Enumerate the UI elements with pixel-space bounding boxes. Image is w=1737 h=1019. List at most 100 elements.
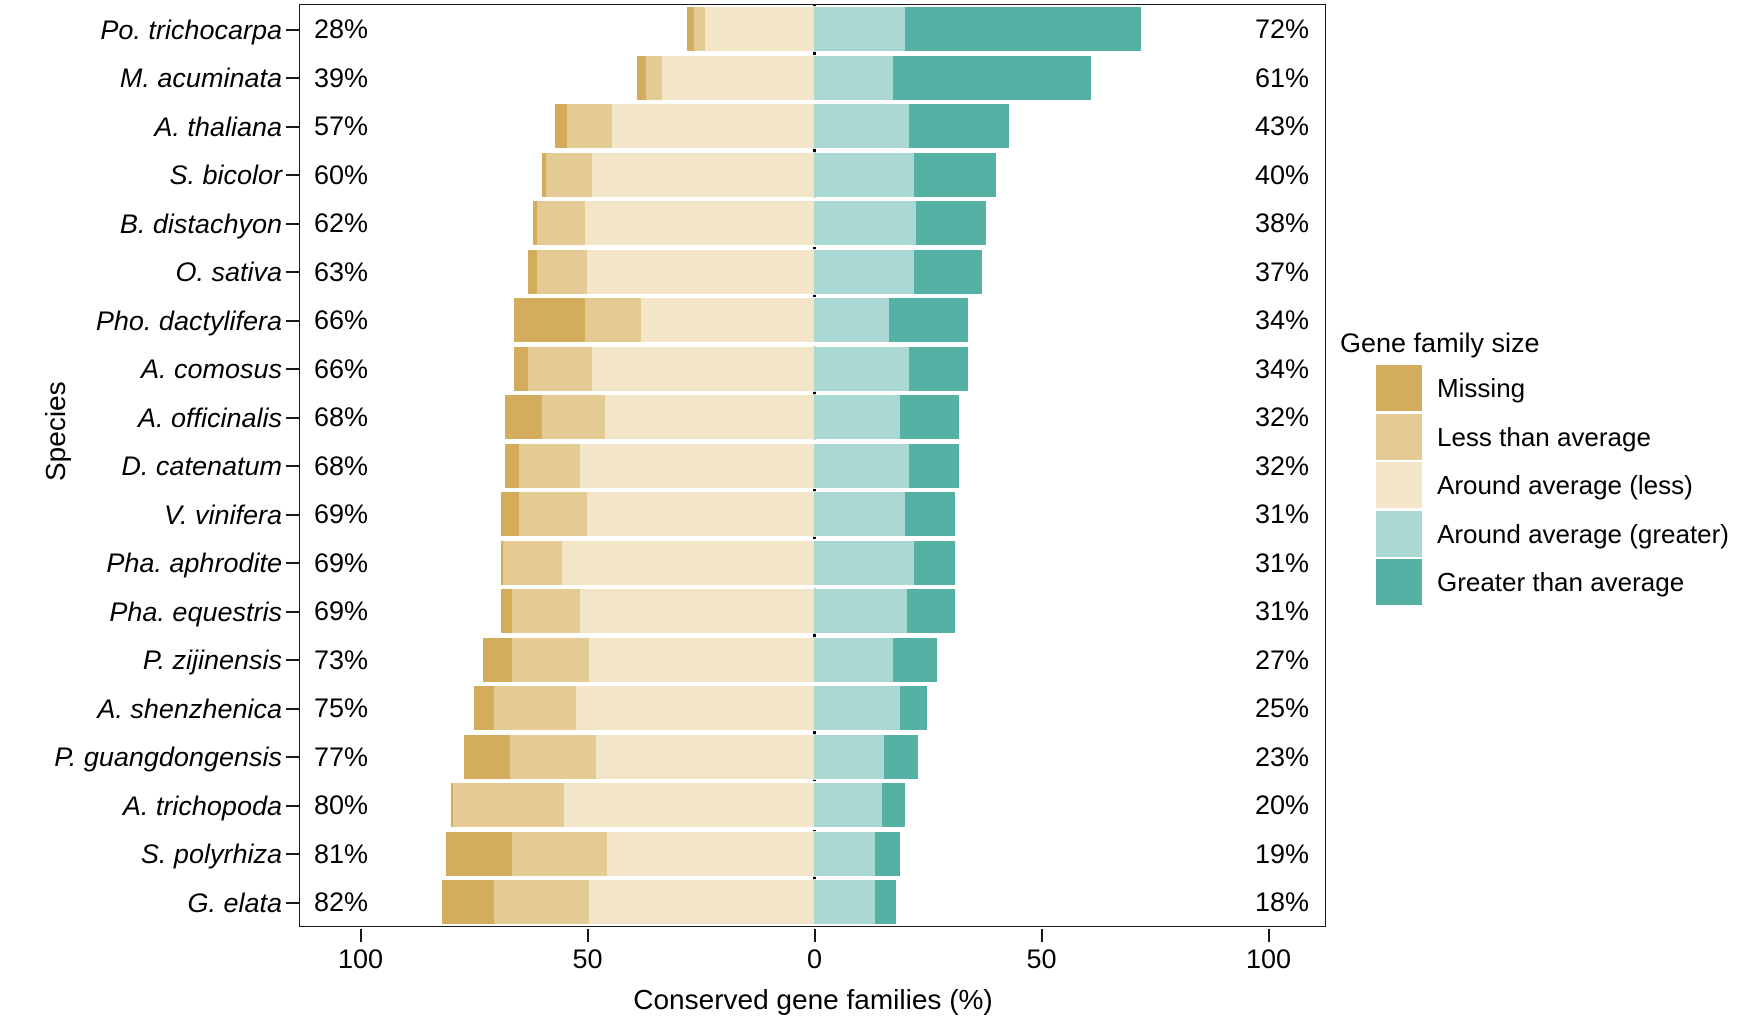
- right-percent-label: 43%: [1254, 111, 1309, 141]
- bar-segment-around-average-less: [564, 783, 814, 827]
- table-row: 69% 31%: [300, 539, 1325, 586]
- bar-segment-around-average-greater: [813, 201, 917, 245]
- left-percent-label: 57%: [314, 111, 369, 141]
- bar-segment-less-than-average: [503, 540, 563, 585]
- x-axis-title: Conserved gene families (%): [633, 984, 993, 1015]
- table-row: 60% 40%: [300, 151, 1325, 198]
- bar-segment-around-average-greater: [813, 637, 894, 682]
- legend-swatch-around-average-greater: [1376, 510, 1422, 557]
- species-label: Po. trichocarpa: [100, 14, 282, 45]
- stacked-bar: [440, 879, 897, 925]
- bar-segment-less-than-average: [566, 104, 612, 148]
- species-label: A. comosus: [140, 354, 282, 384]
- bar-segment-around-average-greater: [813, 540, 914, 585]
- left-percent-label: 81%: [314, 838, 369, 869]
- y-tick-mark: [286, 804, 299, 807]
- stacked-bar: [540, 151, 997, 198]
- bar-segment-missing: [500, 589, 513, 633]
- stacked-bar: [513, 297, 970, 343]
- bar-segment-greater-than-average: [913, 249, 982, 294]
- table-row: 77% 23%: [300, 733, 1325, 780]
- bar-segment-less-than-average: [518, 443, 581, 488]
- y-tick-mark: [286, 901, 299, 904]
- bar-segment-missing: [636, 55, 647, 100]
- bar-segment-around-average-less: [611, 104, 814, 148]
- bar-segment-less-than-average: [537, 249, 587, 294]
- stacked-bar: [513, 345, 970, 392]
- table-row: 73% 27%: [300, 636, 1325, 683]
- bar-segment-less-than-average: [512, 589, 581, 633]
- table-row: 80% 20%: [300, 782, 1325, 828]
- table-row: 81% 19%: [300, 830, 1325, 877]
- right-percent-label: 32%: [1254, 402, 1309, 432]
- species-label: S. polyrhiza: [140, 839, 282, 869]
- bar-segment-around-average-greater: [813, 104, 910, 148]
- bar-segment-less-than-average: [493, 880, 590, 924]
- species-label: D. catenatum: [121, 451, 282, 481]
- bar-segment-around-average-greater: [813, 55, 894, 100]
- bar-segment-greater-than-average: [893, 637, 937, 682]
- table-row: 57% 43%: [300, 103, 1325, 149]
- bar-segment-missing: [473, 686, 494, 730]
- y-tick-mark: [286, 610, 299, 613]
- y-tick-mark: [286, 853, 299, 855]
- bar-segment-around-average-greater: [813, 783, 883, 827]
- bar-segment-greater-than-average: [875, 831, 901, 876]
- left-percent-label: 82%: [314, 887, 369, 917]
- bar-segment-greater-than-average: [884, 734, 919, 779]
- bar-segment-around-average-greater: [813, 298, 889, 342]
- table-row: 66% 34%: [300, 345, 1325, 392]
- stacked-bar: [499, 588, 956, 634]
- stacked-bar: [685, 6, 1142, 52]
- legend-swatch-greater-than-average: [1376, 559, 1422, 605]
- bar-segment-missing: [505, 443, 519, 488]
- x-tick-label: 100: [337, 944, 384, 974]
- x-tick-label: 50: [1026, 944, 1057, 974]
- right-percent-label: 25%: [1254, 693, 1309, 723]
- species-label: A. shenzhenica: [97, 693, 282, 724]
- y-tick-mark: [286, 659, 299, 661]
- stacked-bar: [504, 394, 961, 440]
- bar-segment-around-average-less: [607, 831, 814, 876]
- x-tick-mark: [359, 929, 362, 942]
- x-tick-mark: [813, 929, 816, 942]
- bar-segment-less-than-average: [512, 637, 590, 682]
- bar-segment-around-average-greater: [813, 734, 885, 779]
- bar-segment-missing: [505, 395, 542, 439]
- bar-segment-less-than-average: [584, 298, 642, 342]
- left-percent-label: 60%: [314, 159, 369, 190]
- bar-segment-around-average-greater: [813, 686, 901, 730]
- left-percent-label: 75%: [314, 693, 369, 723]
- bar-segment-around-average-less: [705, 7, 814, 51]
- bar-segment-missing: [446, 831, 513, 876]
- stacked-bar: [472, 685, 929, 731]
- legend-swatch-missing: [1376, 365, 1422, 411]
- table-row: 68% 32%: [300, 442, 1325, 489]
- bar-segment-missing: [441, 880, 494, 924]
- legend-label-around-average-less: Around average (less): [1437, 470, 1693, 500]
- species-label: B. distachyon: [119, 208, 282, 239]
- bar-segment-around-average-less: [575, 686, 814, 730]
- stacked-bar: [463, 733, 920, 780]
- bar-segment-greater-than-average: [904, 492, 955, 536]
- left-percent-label: 39%: [314, 62, 369, 93]
- right-percent-label: 72%: [1254, 14, 1309, 44]
- x-tick-mark: [1267, 929, 1270, 942]
- bar-segment-around-average-less: [586, 249, 814, 294]
- bar-segment-less-than-average: [493, 686, 576, 730]
- bar-segment-greater-than-average: [893, 55, 1091, 100]
- table-row: 66% 34%: [300, 297, 1325, 343]
- bar-segment-around-average-greater: [813, 880, 876, 924]
- bar-segment-around-average-greater: [813, 589, 908, 633]
- bar-segment-greater-than-average: [875, 880, 896, 924]
- bar-segment-greater-than-average: [904, 7, 1141, 51]
- left-percent-label: 69%: [314, 499, 369, 529]
- legend-title: Gene family size: [1340, 328, 1540, 358]
- bar-segment-around-average-less: [605, 395, 814, 439]
- plot-panel: 28% 72% 39% 61% 57% 43% 60% 40% 62% 38% 63% 37% 66% 3…: [299, 4, 1326, 927]
- stacked-bar: [499, 491, 956, 537]
- bar-segment-greater-than-average: [913, 152, 996, 197]
- left-percent-label: 77%: [314, 741, 369, 772]
- bar-segment-greater-than-average: [913, 540, 955, 585]
